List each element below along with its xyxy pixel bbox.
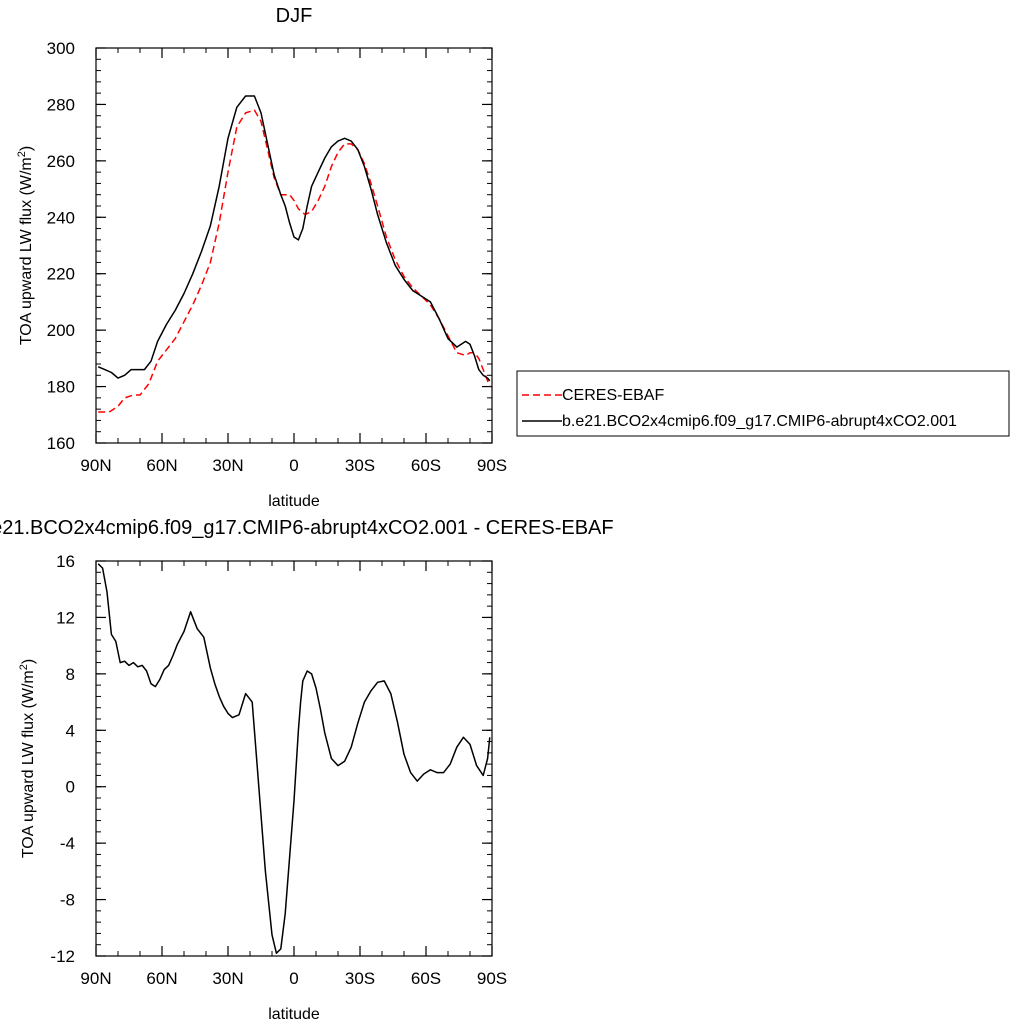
y-axis-label: TOA upward LW flux (W/m2) — [18, 659, 37, 858]
y-tick-label: 200 — [47, 321, 75, 340]
y-tick-label: -12 — [50, 947, 75, 966]
y-tick-label: 160 — [47, 434, 75, 453]
x-tick-label: 30S — [345, 456, 375, 475]
x-tick-label: 90N — [80, 456, 111, 475]
y-tick-label: 0 — [66, 778, 75, 797]
x-tick-label: 60S — [411, 456, 441, 475]
y-tick-label: 260 — [47, 152, 75, 171]
plot-frame — [95, 560, 493, 957]
x-tick-label: 90N — [80, 969, 111, 988]
y-tick-label: -8 — [60, 891, 75, 910]
y-tick-label: 12 — [56, 608, 75, 627]
y-axis-label-close: ) — [20, 659, 37, 664]
x-tick-label: 60N — [146, 969, 177, 988]
x-tick-label: 90S — [477, 969, 507, 988]
x-tick-label: 30N — [212, 456, 243, 475]
legend-box — [516, 370, 1010, 437]
legend: CERES-EBAF b.e21.BCO2x4cmip6.f09_g17.CMIP… — [516, 370, 1010, 437]
x-tick-label: 90S — [477, 456, 507, 475]
y-tick-label: 4 — [66, 721, 75, 740]
x-tick-label: 0 — [289, 969, 298, 988]
chart-panel-2: b.e21.BCO2x4cmip6.f09_g17.CMIP6-abrupt4x… — [0, 517, 614, 1023]
y-axis-label-superscript: 2 — [18, 664, 30, 670]
y-axis-label-close: ) — [18, 146, 35, 151]
chart-title: b.e21.BCO2x4cmip6.f09_g17.CMIP6-abrupt4x… — [0, 517, 614, 539]
x-tick-label: 60N — [146, 456, 177, 475]
chart-panel-1: DJF 90N 60N 30N 0 30S 60S 90S 160 180 200 220 240 260… — [16, 5, 507, 510]
series-line-1-2 — [97, 95, 491, 382]
y-axis-label-superscript: 2 — [16, 151, 28, 157]
y-tick-label: -4 — [60, 834, 75, 853]
y-tick-label: 180 — [47, 378, 75, 397]
y-tick-label: 300 — [47, 39, 75, 58]
plot-frame — [95, 47, 493, 444]
series-line-2-1 — [97, 563, 491, 954]
x-tick-label: 0 — [289, 456, 298, 475]
x-axis-label: latitude — [268, 493, 320, 510]
x-tick-label: 30S — [345, 969, 375, 988]
x-tick-label: 30N — [212, 969, 243, 988]
y-tick-label: 16 — [56, 552, 75, 571]
legend-label: CERES-EBAF — [562, 387, 664, 404]
x-tick-label: 60S — [411, 969, 441, 988]
x-axis-label: latitude — [268, 1006, 320, 1023]
legend-label: b.e21.BCO2x4cmip6.f09_g17.CMIP6-abrupt4x… — [562, 413, 957, 430]
y-axis-label: TOA upward LW flux (W/m2) — [16, 146, 35, 345]
y-axis-label-main: TOA upward LW flux (W/m — [20, 670, 37, 858]
y-axis-label-main: TOA upward LW flux (W/m — [18, 157, 35, 345]
y-tick-label: 8 — [66, 665, 75, 684]
y-tick-label: 280 — [47, 95, 75, 114]
y-tick-label: 220 — [47, 265, 75, 284]
y-tick-label: 240 — [47, 208, 75, 227]
chart-title: DJF — [276, 5, 313, 27]
series-line-1-1 — [98, 109, 491, 413]
